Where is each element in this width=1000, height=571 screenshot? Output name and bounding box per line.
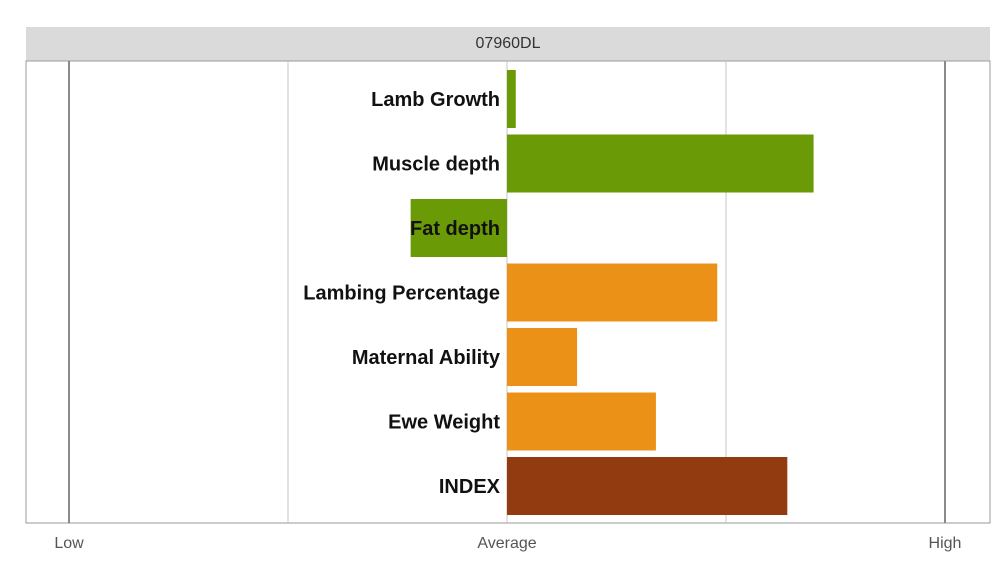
chart-title: 07960DL (26, 27, 990, 61)
category-label-layer: Lamb Growth Muscle depth Fat depth Lambing … (303, 89, 501, 498)
tick-label-low: Low (54, 535, 84, 552)
bar-fat-depth (410, 199, 507, 257)
category-label-ewe-weight: Ewe Weight (388, 412, 500, 434)
bar-maternal-ability (507, 328, 578, 386)
category-label-lamb-growth: Lamb Growth (371, 89, 500, 111)
bar-index (507, 457, 788, 515)
tick-label-average: Average (477, 535, 536, 552)
category-label-muscle-depth: Muscle depth (372, 154, 500, 176)
category-label-index: INDEX (439, 476, 501, 498)
category-label-maternal-ability: Maternal Ability (352, 347, 501, 369)
bar-lambing-percentage (507, 263, 718, 322)
tick-label-high: High (929, 535, 962, 552)
tick-label-layer: Low Average High (54, 535, 961, 552)
bar-muscle-depth (507, 134, 814, 193)
bar-lamb-growth (507, 70, 516, 128)
category-label-lambing-percentage: Lambing Percentage (303, 283, 500, 305)
bar-layer (410, 70, 814, 515)
category-label-fat-depth: Fat depth (410, 218, 500, 240)
bar-ewe-weight (507, 392, 656, 451)
